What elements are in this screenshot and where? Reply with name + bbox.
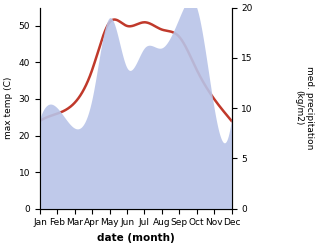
Y-axis label: max temp (C): max temp (C) (4, 77, 13, 139)
X-axis label: date (month): date (month) (97, 233, 175, 243)
Y-axis label: med. precipitation
(kg/m2): med. precipitation (kg/m2) (294, 66, 314, 150)
